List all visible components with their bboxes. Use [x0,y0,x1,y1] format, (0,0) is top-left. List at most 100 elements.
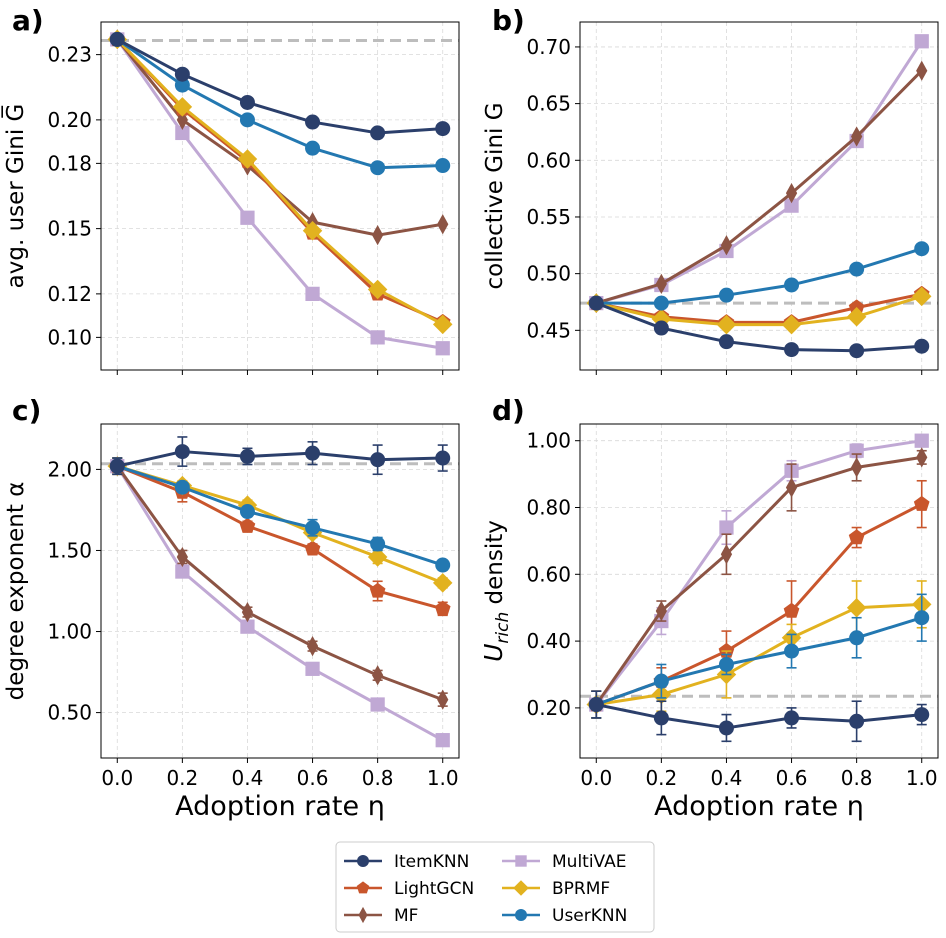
data-point [848,529,865,545]
plot-frame [100,21,460,371]
x-tick-label: 0.2 [166,766,198,790]
series-line [116,38,443,135]
panel-c: 0.50 1.00 1.50 2.00 0.0 0.2 0.4 0.6 0.8 1.0 Adopti… [3,394,460,822]
y-tick-label: 0.23 [47,43,92,67]
series-line [116,38,444,326]
y-tick-label: 0.20 [47,108,92,132]
data-point [784,342,800,358]
data-point [437,214,449,235]
y-tick-label: 0.60 [526,148,571,172]
series-line [116,38,444,324]
series-line [116,464,444,585]
data-point [435,557,451,573]
data-point [172,97,193,117]
data-point [846,597,867,618]
data-point [435,450,451,466]
data-point [653,673,669,689]
data-point [435,158,451,174]
data-point [175,125,190,141]
y-tick-label: 2.00 [47,457,92,481]
data-point [916,447,928,468]
data-point [653,710,669,726]
x-tick-label: 1.0 [427,766,459,790]
data-point [174,77,190,93]
data-point [370,452,386,468]
series-line [595,502,923,706]
data-point [588,697,604,713]
series-line [116,38,443,237]
data-point [784,277,800,293]
x-tick-label: 0.8 [841,766,873,790]
y-tick-label: 1.00 [526,429,571,453]
series-mf [590,447,928,719]
data-point [435,733,450,748]
data-point [305,445,321,461]
data-point [435,121,451,137]
data-point [372,665,384,686]
series-line [595,294,923,327]
data-point [851,457,863,478]
series-line [595,301,922,353]
data-point [370,125,386,141]
y-tick-label: 0.45 [526,318,571,342]
data-point [241,601,254,623]
data-point [785,183,798,204]
y-tick-label: 0.70 [526,35,571,59]
grid [101,424,459,758]
data-point [305,520,321,536]
x-tick-label: 0.8 [362,766,394,790]
data-point [239,504,255,520]
data-point [240,619,255,634]
legend-label: BPRMF [552,879,610,899]
legend-entry-userknn: UserKNN [502,906,627,926]
legend-marker [513,880,529,896]
y-axis-label-sub: rich [493,612,513,644]
x-tick-label: 0.0 [101,766,133,790]
y-tick-label: 0.80 [526,496,571,520]
legend-marker [515,855,527,867]
y-tick-label: 0.60 [526,562,571,586]
series-line [116,450,443,468]
y-tick-label: 1.00 [47,620,92,644]
data-point [849,713,865,729]
data-point [240,210,255,225]
data-point [175,564,190,579]
y-tick-label: 0.18 [47,151,92,175]
data-point [846,306,867,327]
x-tick-label: 0.6 [297,766,329,790]
data-point [718,656,734,672]
panel-label: a) [12,4,44,37]
data-point [302,221,323,241]
y-axis-label: Urich density [479,520,513,662]
data-point [174,479,190,495]
data-point [719,520,734,535]
x-tick-label: 0.2 [645,766,677,790]
series-itemknn [109,31,451,141]
series-line [116,464,444,567]
legend-label: ItemKNN [394,852,469,872]
legend-label: MF [394,906,418,926]
data-point [370,160,386,176]
data-point [237,149,258,169]
data-point [306,636,319,657]
data-point [913,495,930,511]
data-point [239,448,255,464]
data-point [848,299,865,315]
y-axis-label: collective Gini G [482,102,508,289]
data-point [653,295,669,311]
data-point [434,600,451,616]
y-tick-label: 0.12 [47,282,92,306]
series-mf [111,29,449,246]
series-line [595,439,922,706]
x-tick-label: 0.0 [580,766,612,790]
legend-entry-itemknn: ItemKNN [344,852,469,872]
data-point [851,126,863,147]
panel-b: 0.45 0.50 0.55 0.60 0.65 0.70 collective Gini … [482,4,939,375]
data-point [369,582,386,598]
legend-marker [357,855,369,867]
data-point [914,433,929,448]
data-point [914,707,930,723]
data-point [305,114,321,130]
x-axis-label: Adoption rate η [175,791,385,822]
